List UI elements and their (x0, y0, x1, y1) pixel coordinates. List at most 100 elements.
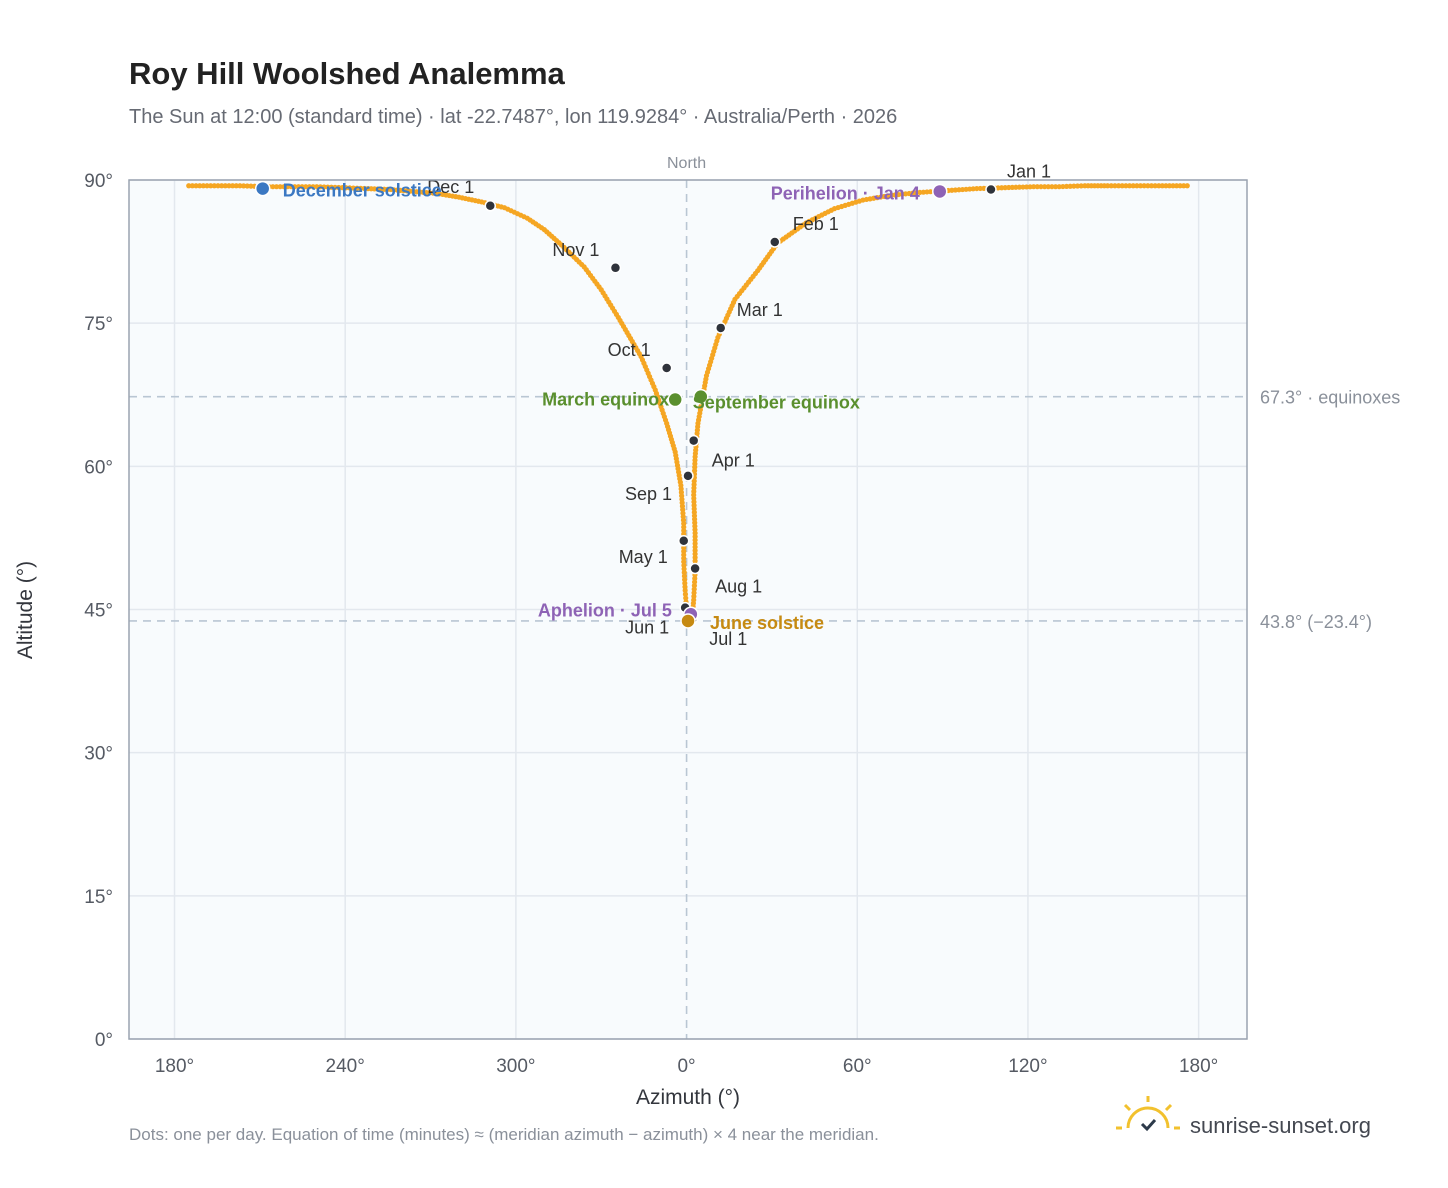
event-marker-label: December solstice (283, 181, 442, 201)
day-point (1031, 184, 1037, 190)
day-point (1123, 183, 1129, 189)
day-point (1130, 183, 1136, 189)
day-point (347, 185, 353, 191)
day-point (354, 185, 360, 191)
brand-name: sunrise-sunset.org (1190, 1113, 1371, 1138)
day-point (328, 184, 334, 190)
day-point (343, 185, 349, 191)
y-tick-label: 75° (84, 314, 113, 335)
day-point (1166, 183, 1173, 189)
day-point (230, 183, 236, 189)
chart-title: Roy Hill Woolshed Analemma (129, 56, 566, 91)
day-point (1134, 183, 1140, 189)
day-point (284, 184, 291, 190)
x-tick-label: 60° (843, 1056, 872, 1077)
day-point (1063, 183, 1070, 190)
day-point (1108, 183, 1114, 189)
day-point (1159, 183, 1165, 189)
day-point (1126, 183, 1133, 189)
day-point (295, 184, 302, 190)
x-tick-label: 120° (1008, 1056, 1047, 1077)
day-point (1042, 184, 1048, 190)
month-marker-dot (769, 236, 781, 248)
month-marker-label: Mar 1 (737, 300, 783, 320)
month-marker-dot (714, 322, 727, 334)
day-point (1038, 184, 1044, 190)
month-marker-dot (689, 562, 701, 575)
day-point (204, 183, 210, 189)
day-point (1152, 183, 1158, 189)
day-point (358, 185, 364, 191)
day-point (1181, 183, 1187, 189)
month-marker-dot (677, 535, 690, 547)
day-point (1173, 183, 1180, 189)
day-point (682, 587, 688, 594)
day-point (303, 184, 309, 190)
day-point (241, 183, 247, 189)
y-axis-ticks: 0° 15° 30° 45° 60° 75° 90° (84, 171, 113, 1051)
month-marker-dot (682, 470, 694, 482)
event-marker-dot (667, 391, 683, 408)
event-marker-label: March equinox (542, 390, 669, 410)
day-point (1137, 183, 1144, 189)
month-marker-dot (484, 200, 497, 212)
plot-frame (128, 179, 1248, 1040)
reference-line-label: 67.3° · equinoxes (1260, 388, 1400, 408)
month-marker-dot (985, 183, 997, 196)
day-point (1177, 183, 1183, 189)
month-marker-label: Apr 1 (712, 451, 755, 471)
x-tick-label: 240° (326, 1056, 365, 1077)
event-marker-dot (254, 180, 271, 197)
day-point (1170, 183, 1176, 189)
reference-line-label: 43.8° (−23.4°) (1260, 612, 1372, 632)
day-point (1184, 183, 1190, 189)
event-marker-dot (693, 388, 709, 405)
day-point (215, 183, 221, 189)
day-point (219, 183, 225, 189)
event-marker-label: Aphelion · Jul 5 (538, 600, 672, 620)
month-marker-label: Jan 1 (1007, 162, 1051, 182)
event-marker-label: Perihelion · Jan 4 (771, 183, 920, 203)
day-point (314, 184, 320, 190)
day-point (321, 184, 327, 190)
day-point (193, 183, 199, 189)
y-axis-label: Altitude (°) (14, 561, 37, 659)
day-point (1060, 183, 1066, 190)
day-point (281, 184, 287, 190)
month-marker-dot (660, 362, 673, 374)
day-point (248, 183, 254, 189)
day-point (1049, 184, 1055, 190)
day-point (336, 184, 342, 191)
day-point (211, 183, 217, 189)
day-point (350, 185, 356, 191)
x-tick-label: 300° (496, 1056, 535, 1077)
day-point (208, 183, 214, 189)
day-point (1056, 184, 1062, 190)
month-marker-label: Aug 1 (715, 576, 762, 596)
event-markers: December solstice Perihelion · Jan 4 March… (254, 180, 948, 633)
reference-lines: 67.3° · equinoxes 43.8° (−23.4°) (129, 388, 1400, 632)
day-point (332, 184, 338, 190)
chart-subtitle: The Sun at 12:00 (standard time) · lat -… (129, 106, 897, 128)
day-point (325, 184, 331, 190)
day-point (1145, 183, 1151, 189)
y-tick-label: 45° (84, 601, 113, 622)
y-tick-label: 60° (84, 457, 113, 478)
month-marker-label: May 1 (619, 547, 668, 567)
footnote: Dots: one per day. Equation of time (min… (129, 1125, 879, 1144)
day-point (200, 183, 206, 189)
event-marker-label: September equinox (693, 393, 860, 413)
event-marker-dot (680, 613, 696, 629)
day-point (244, 183, 250, 189)
day-point (1141, 183, 1147, 189)
day-point (197, 183, 203, 189)
day-point (1045, 184, 1051, 190)
month-marker-label: Sep 1 (625, 484, 672, 504)
day-point (1119, 183, 1125, 189)
x-axis-label: Azimuth (°) (636, 1086, 740, 1109)
day-point (683, 595, 689, 601)
day-point (339, 185, 345, 191)
day-point (288, 184, 294, 190)
day-point (306, 184, 313, 190)
month-marker-label: Nov 1 (552, 240, 599, 260)
